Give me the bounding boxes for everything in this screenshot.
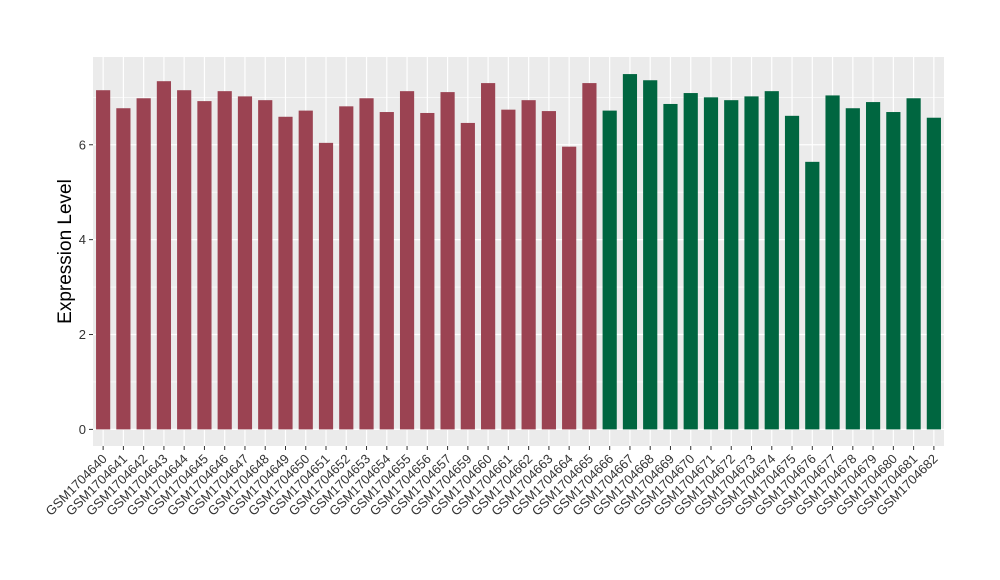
bar-GSM1704655 <box>399 91 415 430</box>
bar-GSM1704669 <box>663 103 678 430</box>
bar-GSM1704643 <box>156 81 172 430</box>
bar-GSM1704652 <box>339 106 354 430</box>
bar-GSM1704640 <box>96 90 111 430</box>
bar-GSM1704649 <box>278 116 293 430</box>
bar-GSM1704677 <box>825 95 840 430</box>
y-tick-label: 2 <box>79 327 86 342</box>
bar-GSM1704664 <box>562 146 577 430</box>
bar-GSM1704661 <box>501 109 516 430</box>
bar-GSM1704665 <box>582 83 597 430</box>
bar-GSM1704667 <box>622 74 638 430</box>
plot-panel <box>93 57 944 446</box>
bar-GSM1704656 <box>420 112 435 430</box>
bar-GSM1704642 <box>136 98 151 430</box>
bar-layer <box>96 74 941 430</box>
bar-GSM1704648 <box>258 100 273 430</box>
bar-GSM1704673 <box>744 96 759 430</box>
y-tick-label: 4 <box>79 232 86 247</box>
bar-GSM1704663 <box>541 111 556 430</box>
bar-GSM1704641 <box>116 108 131 430</box>
bar-GSM1704670 <box>683 93 698 430</box>
bar-GSM1704645 <box>197 101 212 430</box>
y-tick-label: 0 <box>79 422 86 437</box>
bar-GSM1704672 <box>724 100 739 430</box>
bar-GSM1704651 <box>318 142 334 430</box>
bar-GSM1704657 <box>440 92 455 430</box>
bar-GSM1704660 <box>481 83 496 430</box>
y-axis: 0 2 4 6 <box>79 137 93 437</box>
bar-GSM1704644 <box>177 90 192 430</box>
bar-GSM1704671 <box>703 97 719 430</box>
bar-GSM1704666 <box>602 110 617 430</box>
bar-GSM1704654 <box>379 112 394 430</box>
y-tick-label: 6 <box>79 137 86 152</box>
bar-GSM1704659 <box>460 122 475 430</box>
y-axis-title: Expression Level <box>55 179 76 324</box>
bar-GSM1704678 <box>845 108 860 430</box>
bar-GSM1704650 <box>298 110 313 430</box>
bar-GSM1704674 <box>764 91 779 430</box>
bar-GSM1704662 <box>521 100 536 430</box>
bar-GSM1704679 <box>865 102 881 430</box>
bar-GSM1704653 <box>359 98 374 430</box>
x-axis: GSM1704640GSM1704641GSM1704642GSM1704643… <box>43 446 941 518</box>
bar-GSM1704675 <box>784 115 800 430</box>
bar-GSM1704668 <box>643 80 658 430</box>
bar-GSM1704682 <box>926 117 941 430</box>
bar-GSM1704681 <box>906 98 921 430</box>
bar-GSM1704646 <box>217 91 232 430</box>
bar-GSM1704647 <box>237 96 253 430</box>
bar-GSM1704676 <box>805 161 820 430</box>
bar-GSM1704680 <box>886 112 901 430</box>
